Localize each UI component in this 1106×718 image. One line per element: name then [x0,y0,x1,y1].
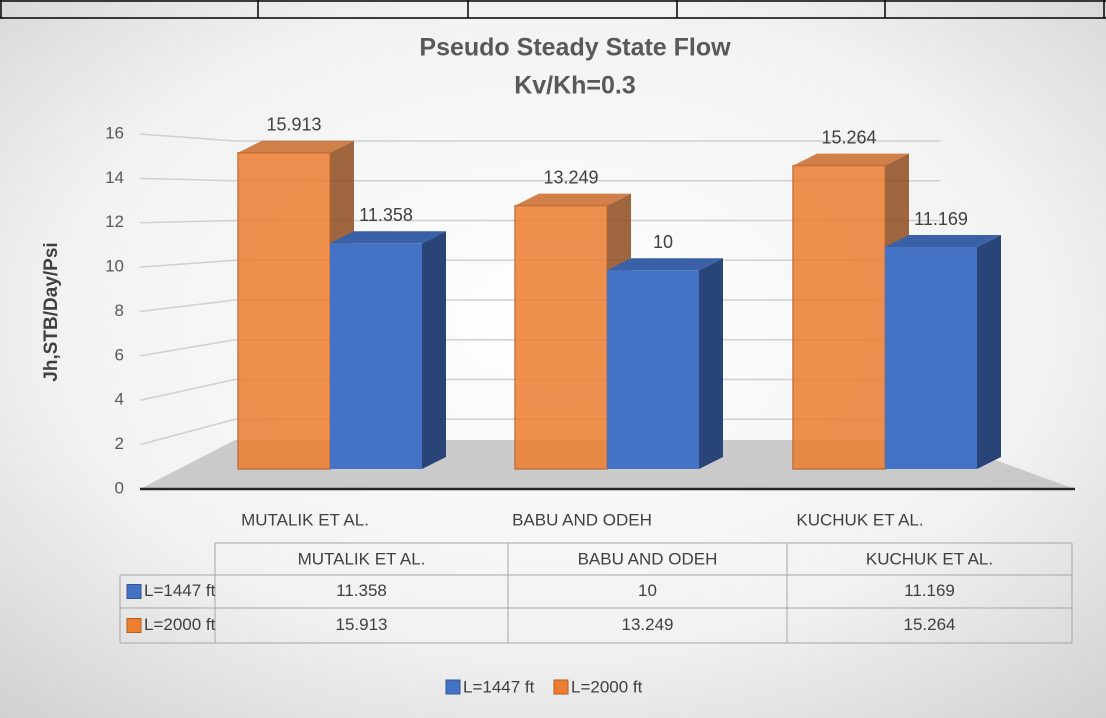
y-tick-label: 0 [115,478,124,497]
grid-line [139,259,236,268]
legend-label: L=2000 ft [571,677,643,696]
y-tick-label: 12 [105,212,124,231]
bar-top [607,258,723,271]
data-label: 11.169 [914,209,968,229]
bar-top [885,235,1001,248]
data-label: 15.264 [821,127,876,147]
bar [330,243,422,469]
bar [514,204,608,470]
bar [792,164,886,470]
x-tick-label: MUTALIK ET AL. [241,510,369,529]
chart-title: Pseudo Steady State Flow [419,34,731,62]
table-cell: 11.358 [336,581,387,600]
chart-subtitle: Kv/Kh=0.3 [514,72,636,100]
y-tick-label: 14 [105,168,124,187]
y-tick-label: 16 [105,123,124,142]
grid-line [139,177,236,182]
bar [237,151,331,470]
grid-line [139,133,236,142]
bar-side [699,258,723,469]
bar [607,270,699,469]
data-label: 11.358 [359,205,413,225]
bar-top [515,193,631,206]
data-table [119,542,1073,644]
table-cell: 15.913 [336,615,388,634]
bar-top [238,140,354,153]
bar [885,247,977,469]
y-tick-label: 10 [105,257,124,276]
data-label: 15.913 [266,114,321,134]
bar-side [422,231,446,469]
grid-line [139,378,236,401]
table-series-name: L=2000 ft [144,615,216,634]
legend-key [553,679,569,695]
grid-line [139,418,236,446]
table-cell: 10 [638,581,657,600]
top-table-strip [0,0,1106,19]
table-header: MUTALIK ET AL. [298,549,426,568]
y-tick-label: 4 [115,390,124,409]
table-legend-key [126,618,142,633]
y-tick-label: 6 [115,345,124,364]
table-cell: 13.249 [622,615,674,634]
table-cell: 11.169 [904,581,955,600]
legend-label: L=1447 ft [463,677,535,696]
x-tick-label: KUCHUK ET AL. [796,510,923,529]
legend-key [445,679,461,695]
bar-side [977,235,1001,469]
table-series-name: L=1447 ft [144,581,216,600]
grid-line [139,299,236,313]
grid-line [139,339,236,357]
table-legend-key [126,584,142,599]
y-tick-label: 2 [115,434,124,453]
table-header: KUCHUK ET AL. [866,549,993,568]
x-tick-label: BABU AND ODEH [512,510,652,529]
table-header: BABU AND ODEH [578,549,718,568]
data-label: 13.249 [543,167,598,187]
y-tick-label: 8 [115,301,124,320]
table-cell: 15.264 [904,615,956,634]
y-axis-label: Jh,STB/Day/Psi [41,242,62,381]
data-label: 10 [653,232,673,252]
grid-line [139,219,236,224]
bar-top [793,153,909,166]
bar-top [330,231,446,244]
